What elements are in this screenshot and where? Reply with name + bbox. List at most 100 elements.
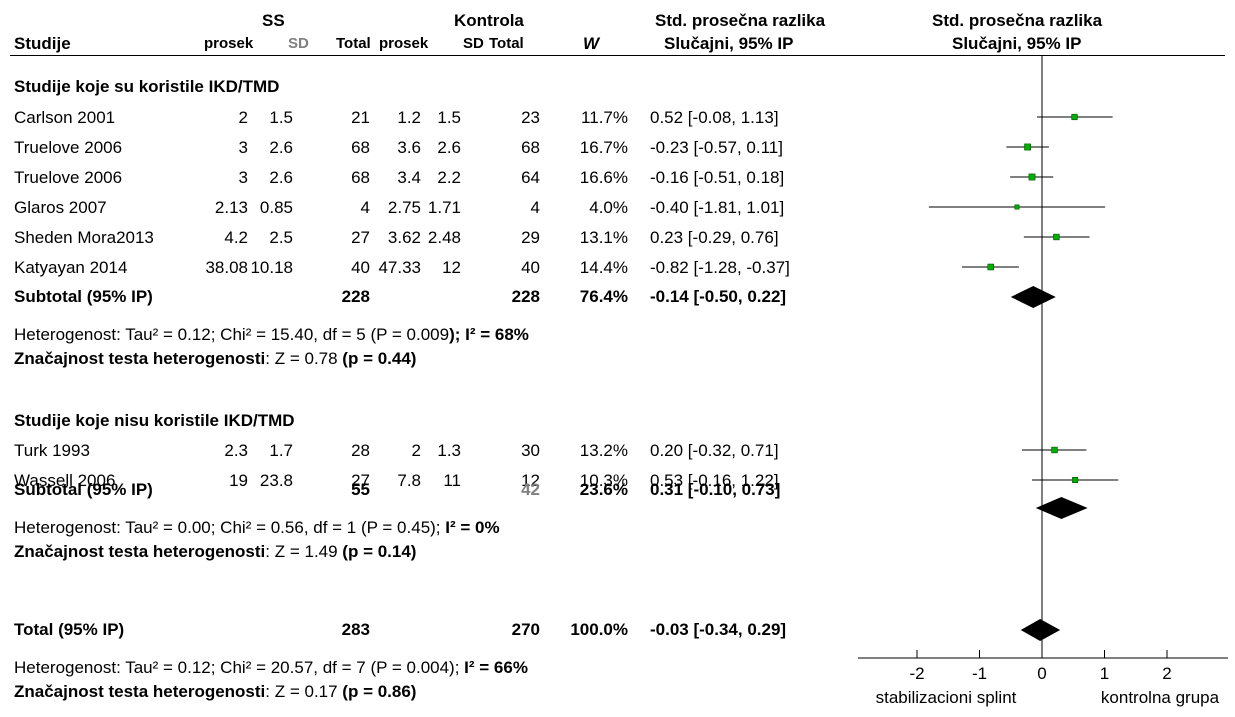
study-m2-cell: 1.2 — [397, 108, 421, 127]
heterogeneity-text: Heterogenost: Tau² = 0.00; Chi² = 0.56, … — [14, 518, 500, 537]
header-rule — [10, 55, 1225, 56]
study-w-cell: 14.4% — [579, 258, 628, 277]
subtotal-label: Subtotal (95% IP) — [14, 480, 153, 499]
subtotal-n1: 228 — [341, 287, 370, 306]
subtotal-n2: 42 — [521, 480, 540, 499]
study-m1-cell: 2.3 — [224, 441, 248, 460]
total-n2: 270 — [511, 620, 540, 639]
study-n1-cell: 4 — [360, 198, 370, 217]
effect-square — [1071, 113, 1078, 121]
total-label: Total (95% IP) — [14, 620, 125, 639]
subtotal-n1: 55 — [351, 480, 370, 499]
effect-square — [1028, 173, 1036, 181]
study-ci-cell: -0.82 [-1.28, -0.37] — [650, 258, 790, 277]
study-n2-cell: 30 — [521, 441, 540, 460]
header-group-ss: SS — [262, 11, 285, 30]
study-sd1-cell: 2.6 — [269, 168, 293, 187]
study-sd1-cell: 2.5 — [269, 228, 293, 247]
subtotal-n2: 228 — [511, 287, 540, 306]
study-w-cell: 13.1% — [579, 228, 628, 247]
header-group-kontrola: Kontrola — [454, 11, 524, 30]
study-m2-cell: 2.75 — [387, 198, 421, 217]
study-sd2-cell: 1.3 — [437, 441, 461, 460]
effect-square — [1072, 477, 1079, 483]
study-m2-cell: 3.6 — [397, 138, 421, 157]
study-m1-cell: 4.2 — [224, 228, 248, 247]
study-n2-cell: 12 — [521, 471, 540, 490]
header-sd-k: SD — [463, 35, 484, 52]
header-weight: W — [583, 34, 600, 53]
study-name-cell: Truelove 2006 — [14, 138, 123, 157]
study-w-cell: 10.3% — [579, 471, 628, 490]
study-sd1-cell: 0.85 — [259, 198, 293, 217]
study-name-cell: Sheden Mora2013 — [14, 228, 154, 247]
study-sd2-cell: 2.6 — [437, 138, 461, 157]
x-tick-label: -1 — [972, 664, 987, 683]
study-m1-cell: 2.13 — [214, 198, 248, 217]
study-name-cell: Katyayan 2014 — [14, 258, 128, 277]
header-plot-title: Std. prosečna razlika — [932, 11, 1103, 30]
header-prosek-k: prosek — [379, 35, 429, 52]
study-sd2-cell: 12 — [442, 258, 461, 277]
study-sd1-cell: 1.7 — [269, 441, 293, 460]
study-ci-cell: -0.40 [-1.81, 1.01] — [650, 198, 785, 217]
study-m1-cell: 19 — [229, 471, 248, 490]
test-text: Značajnost testa heterogenosti: Z = 0.78… — [14, 349, 417, 368]
subtotal-ci: 0.31 [-0.10, 0.73] — [650, 480, 781, 499]
test-text: Značajnost testa heterogenosti: Z = 1.49… — [14, 542, 417, 561]
study-sd1-cell: 10.18 — [250, 258, 293, 277]
effect-square — [1014, 204, 1020, 210]
effect-square — [1024, 143, 1032, 151]
study-n1-cell: 21 — [351, 108, 370, 127]
study-m1-cell: 2 — [238, 108, 248, 127]
header-total-ss: Total — [336, 35, 371, 52]
study-m1-cell: 3 — [238, 168, 248, 187]
study-sd2-cell: 11 — [443, 471, 461, 490]
pooled-diamond — [1020, 619, 1061, 641]
test-text: Značajnost testa heterogenosti: Z = 0.17… — [14, 682, 417, 701]
study-sd2-cell: 1.5 — [437, 108, 461, 127]
subtotal-weight: 76.4% — [579, 287, 628, 306]
study-w-cell: 4.0% — [589, 198, 628, 217]
effect-square — [1051, 446, 1058, 454]
study-n1-cell: 27 — [351, 228, 370, 247]
study-m2-cell: 3.4 — [397, 168, 421, 187]
study-m2-cell: 47.33 — [378, 258, 421, 277]
study-m2-cell: 2 — [411, 441, 421, 460]
study-n2-cell: 29 — [521, 228, 540, 247]
header-plot-method: Slučajni, 95% IP — [952, 34, 1082, 53]
x-tick-label: 2 — [1162, 664, 1171, 683]
study-ci-cell: 0.20 [-0.32, 0.71] — [650, 441, 779, 460]
study-n2-cell: 23 — [521, 108, 540, 127]
study-n1-cell: 68 — [351, 168, 370, 187]
axis-label-left: stabilizacioni splint — [876, 688, 1017, 707]
total-ci: -0.03 [-0.34, 0.29] — [650, 620, 787, 639]
total-weight: 100.0% — [570, 620, 628, 639]
study-n2-cell: 64 — [521, 168, 540, 187]
study-ci-cell: 0.52 [-0.08, 1.13] — [650, 108, 779, 127]
study-name-cell: Carlson 2001 — [14, 108, 116, 127]
header-effect-title: Std. prosečna razlika — [655, 11, 826, 30]
header-studije: Studije — [14, 34, 71, 53]
study-m1-cell: 3 — [238, 138, 248, 157]
x-tick-label: 1 — [1100, 664, 1109, 683]
study-ci-cell: 0.23 [-0.29, 0.76] — [650, 228, 779, 247]
group-title: Studije koje su koristile IKD/TMD — [14, 77, 280, 96]
subtotal-weight: 23.6% — [579, 480, 628, 499]
study-m2-cell: 3.62 — [387, 228, 421, 247]
pooled-diamond — [1035, 497, 1088, 519]
heterogeneity-text: Heterogenost: Tau² = 0.12; Chi² = 15.40,… — [14, 325, 529, 344]
header-total-k: Total — [489, 35, 524, 52]
group-title: Studije koje nisu koristile IKD/TMD — [14, 411, 295, 430]
effect-square — [987, 263, 995, 271]
study-name-cell: Turk 1993 — [14, 441, 90, 460]
study-sd1-cell: 2.6 — [269, 138, 293, 157]
header-effect-method: Slučajni, 95% IP — [664, 34, 794, 53]
study-n1-cell: 40 — [351, 258, 370, 277]
study-n2-cell: 68 — [521, 138, 540, 157]
heterogeneity-text: Heterogenost: Tau² = 0.12; Chi² = 20.57,… — [14, 658, 528, 677]
study-n1-cell: 68 — [351, 138, 370, 157]
pooled-diamond — [1010, 286, 1056, 308]
study-w-cell: 13.2% — [579, 441, 628, 460]
